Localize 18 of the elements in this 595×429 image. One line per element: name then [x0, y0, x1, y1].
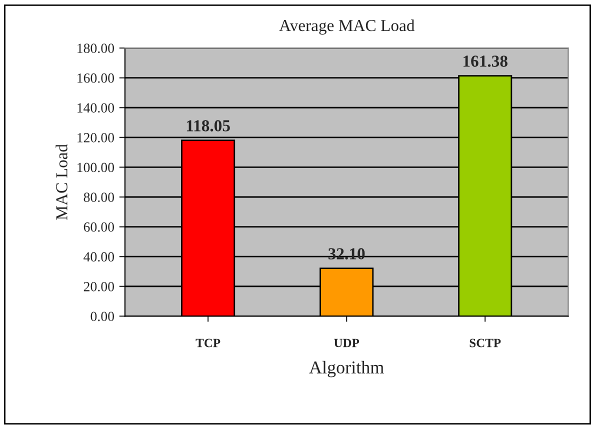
y-axis-title: MAC Load — [56, 144, 68, 220]
data-label: 161.38 — [464, 56, 508, 67]
y-tick-label: 60.00 — [84, 222, 114, 232]
x-tick-label: SCTP — [470, 338, 501, 348]
y-tick-label: 120.00 — [78, 133, 114, 142]
y-tick-label: 0.00 — [90, 312, 114, 322]
x-tick-label: UDP — [334, 338, 360, 348]
chart-title: Average MAC Load — [279, 19, 415, 35]
y-tick-label: 100.00 — [78, 162, 114, 172]
y-tick-label: 180.00 — [78, 44, 114, 54]
y-tick-label: 140.00 — [78, 103, 114, 113]
data-label: 118.05 — [186, 120, 230, 132]
y-tick-label: 80.00 — [84, 192, 114, 202]
y-tick-label: 160.00 — [78, 73, 114, 83]
x-axis-title: Algorithm — [309, 360, 384, 378]
y-tick-label: 20.00 — [84, 282, 114, 292]
x-tick-label: TCP — [196, 338, 220, 348]
y-tick-label: 40.00 — [84, 252, 114, 262]
